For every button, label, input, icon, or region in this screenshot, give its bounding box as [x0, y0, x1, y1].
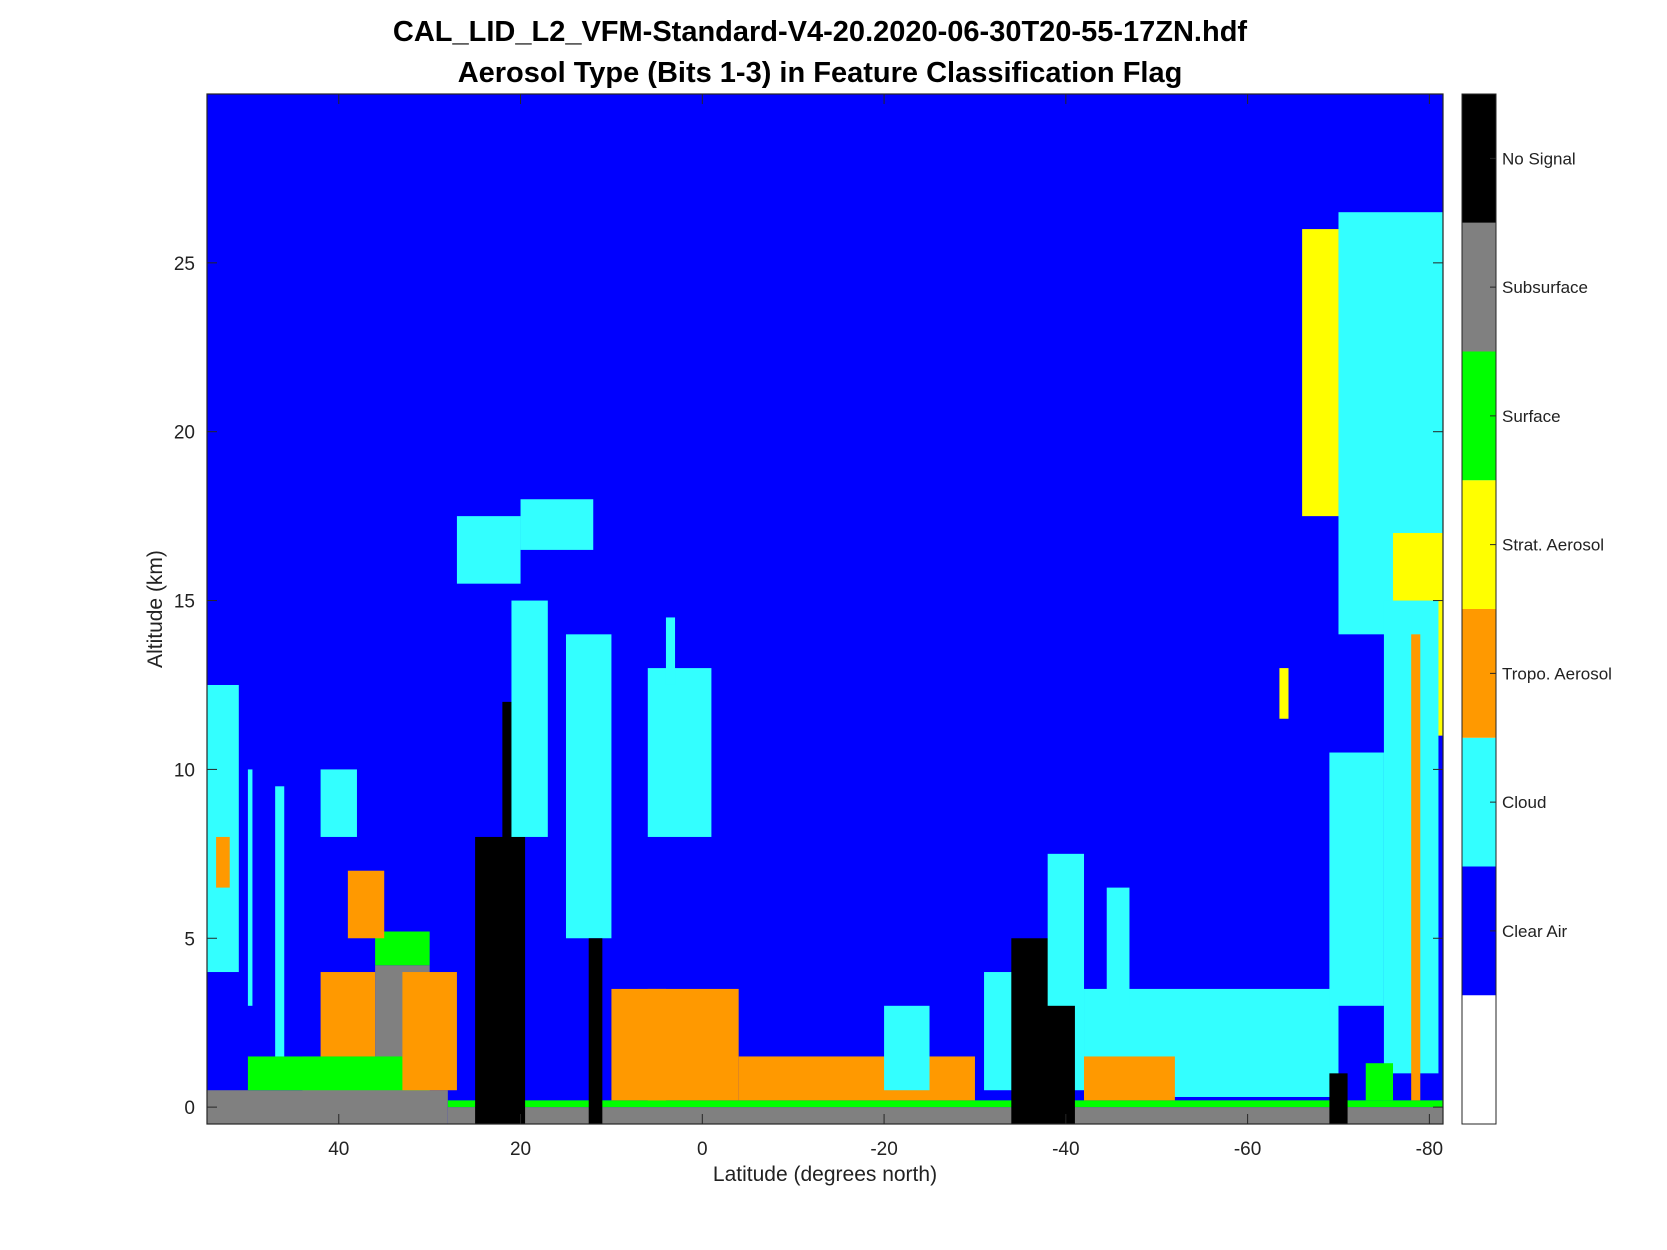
feature-tropo-aerosol [1084, 1056, 1175, 1101]
x-tick-label: -80 [1416, 1139, 1443, 1160]
feature-strat-aerosol [1279, 668, 1289, 719]
feature-cloud [320, 769, 357, 837]
colorbar-label-cloud: Cloud [1502, 793, 1546, 812]
x-tick-label: -20 [870, 1139, 897, 1160]
y-tick-label: 25 [174, 254, 195, 275]
feature-strat-aerosol [1302, 229, 1339, 517]
feature-cloud [1329, 752, 1384, 1006]
x-axis-label: Latitude (degrees north) [713, 1163, 937, 1186]
feature-cloud [275, 786, 285, 1057]
feature-surface [1365, 1063, 1394, 1101]
plot-area [206, 93, 1444, 1125]
feature-cloud [1047, 853, 1085, 1006]
x-tick-label: 20 [510, 1139, 531, 1160]
feature-tropo-aerosol [738, 1056, 975, 1101]
feature-tropo-aerosol [1411, 634, 1421, 1101]
feature-no-signal [1329, 1073, 1348, 1124]
feature-cloud [247, 769, 253, 1006]
chart-title: CAL_LID_L2_VFM-Standard-V4-20.2020-06-30… [393, 16, 1247, 48]
feature-no-signal [588, 938, 603, 1124]
feature-cloud [1106, 887, 1130, 1006]
plot-frame [206, 93, 1444, 1125]
colorbar-frame [1461, 93, 1497, 1125]
feature-tropo-aerosol [347, 870, 385, 939]
y-tick-label: 0 [184, 1098, 195, 1119]
feature-tropo-aerosol [320, 972, 376, 1057]
x-tick-label: 40 [328, 1139, 349, 1160]
colorbar: Clear Air Cloud Tropo. Aerosol Strat. Aeros… [1461, 93, 1612, 1125]
x-tick-label: -60 [1234, 1139, 1261, 1160]
feature-cloud [456, 516, 521, 584]
feature-surface [247, 1056, 430, 1091]
y-tick-label: 10 [174, 760, 195, 781]
colorbar-label-no-signal: No Signal [1502, 149, 1576, 168]
feature-cloud [884, 1005, 930, 1091]
colorbar-label-surface: Surface [1502, 407, 1561, 426]
feature-cloud [665, 617, 676, 685]
y-tick-label: 15 [174, 592, 195, 613]
colorbar-label-tropo-aerosol: Tropo. Aerosol [1502, 664, 1612, 683]
y-axis: 0 5 10 15 20 25 [174, 254, 1443, 1119]
feature-cloud [565, 634, 612, 939]
y-axis-label: Altitude (km) [144, 550, 167, 668]
y-tick-label: 20 [174, 423, 195, 444]
feature-cloud [647, 668, 712, 837]
colorbar-swatch-empty [1462, 995, 1496, 1124]
feature-tropo-aerosol [216, 836, 230, 888]
colorbar-label-clear-air: Clear Air [1502, 922, 1568, 941]
feature-subsurface [447, 1107, 1443, 1124]
colorbar-label-subsurface: Subsurface [1502, 278, 1588, 297]
x-tick-label: -40 [1052, 1139, 1079, 1160]
y-tick-label: 5 [184, 929, 195, 950]
x-axis: 40 20 0 -20 -40 -60 -80 [328, 94, 1443, 1160]
feature-tropo-aerosol [647, 988, 739, 1101]
feature-cloud [520, 499, 594, 550]
feature-layer [207, 212, 1443, 1124]
feature-surface [447, 1100, 1443, 1108]
x-tick-label: 0 [697, 1139, 708, 1160]
chart-subtitle: Aerosol Type (Bits 1-3) in Feature Class… [458, 57, 1183, 89]
feature-cloud [511, 600, 548, 837]
feature-cloud [207, 684, 239, 973]
colorbar-label-strat-aerosol: Strat. Aerosol [1502, 536, 1604, 555]
feature-tropo-aerosol [402, 972, 457, 1091]
